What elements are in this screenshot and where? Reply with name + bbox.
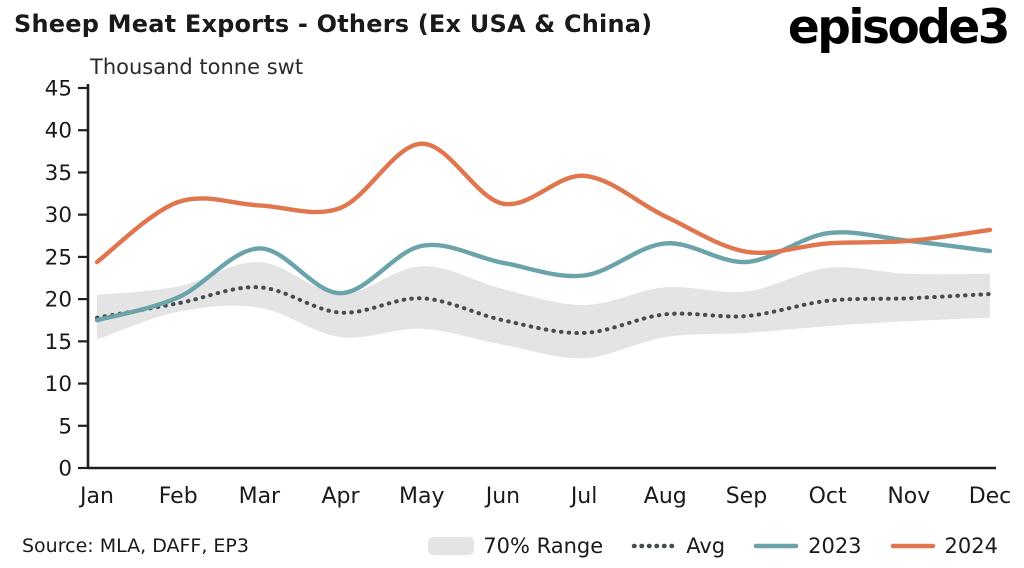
- legend-label-70-range: 70% Range: [483, 534, 604, 558]
- legend-label-2024: 2024: [944, 534, 998, 558]
- y-tick-label: 5: [58, 414, 72, 439]
- chart-title: Sheep Meat Exports - Others (Ex USA & Ch…: [14, 10, 653, 38]
- series-avg: [95, 285, 992, 335]
- legend-label-avg: Avg: [686, 534, 726, 558]
- legend: 70% Range Avg 2023 2024: [428, 534, 998, 558]
- legend-item-2024: 2024: [890, 534, 998, 558]
- x-tick-label: Feb: [159, 484, 198, 509]
- x-tick-label: Apr: [322, 484, 361, 509]
- y-tick-label: 10: [45, 372, 72, 397]
- legend-item-2023: 2023: [753, 534, 862, 558]
- x-tick-label: May: [399, 484, 444, 509]
- y-tick-label: 25: [45, 245, 72, 270]
- legend-item-70-range: 70% Range: [428, 534, 603, 558]
- legend-swatch-avg: [631, 543, 677, 549]
- x-tick-label: Sep: [726, 484, 767, 509]
- x-tick-label: Dec: [969, 484, 1012, 509]
- legend-swatch-70-range: [428, 537, 475, 555]
- chart-canvas: 0 5 10 15 20 25 30 35 40 45 Jan Feb Mar Apr May Jun Jul A…: [45, 78, 1012, 509]
- x-tick-label: Aug: [644, 484, 687, 509]
- legend-label-2023: 2023: [808, 534, 862, 558]
- y-tick-label: 15: [45, 330, 72, 355]
- legend-swatch-2023: [753, 543, 799, 549]
- x-tick-label: Nov: [887, 484, 930, 509]
- series-2024: [94, 141, 993, 265]
- episode3-logo: episode3: [787, 0, 1011, 55]
- y-tick-label: 45: [45, 78, 72, 102]
- x-tick-label: Oct: [809, 484, 847, 509]
- legend-item-avg: Avg: [631, 534, 725, 558]
- y-axis-unit-label: Thousand tonne swt: [90, 55, 304, 79]
- y-tick-label: 20: [45, 288, 72, 313]
- x-tick-label: Jan: [78, 484, 114, 509]
- chart-footer: Source: MLA, DAFF, EP3 70% Range Avg 2023 2…: [22, 534, 998, 558]
- y-tick-label: 0: [58, 457, 72, 482]
- range-band: [97, 261, 990, 359]
- y-tick-label: 30: [45, 203, 72, 228]
- x-tick-label: Mar: [239, 484, 281, 509]
- x-tick-label: Jul: [569, 484, 598, 509]
- y-tick-label: 35: [45, 161, 72, 186]
- x-tick-label: Jun: [484, 484, 520, 509]
- legend-swatch-2024: [890, 543, 935, 549]
- y-tick-label: 40: [45, 119, 72, 144]
- source-text: Source: MLA, DAFF, EP3: [22, 535, 249, 557]
- series-2023: [94, 230, 993, 323]
